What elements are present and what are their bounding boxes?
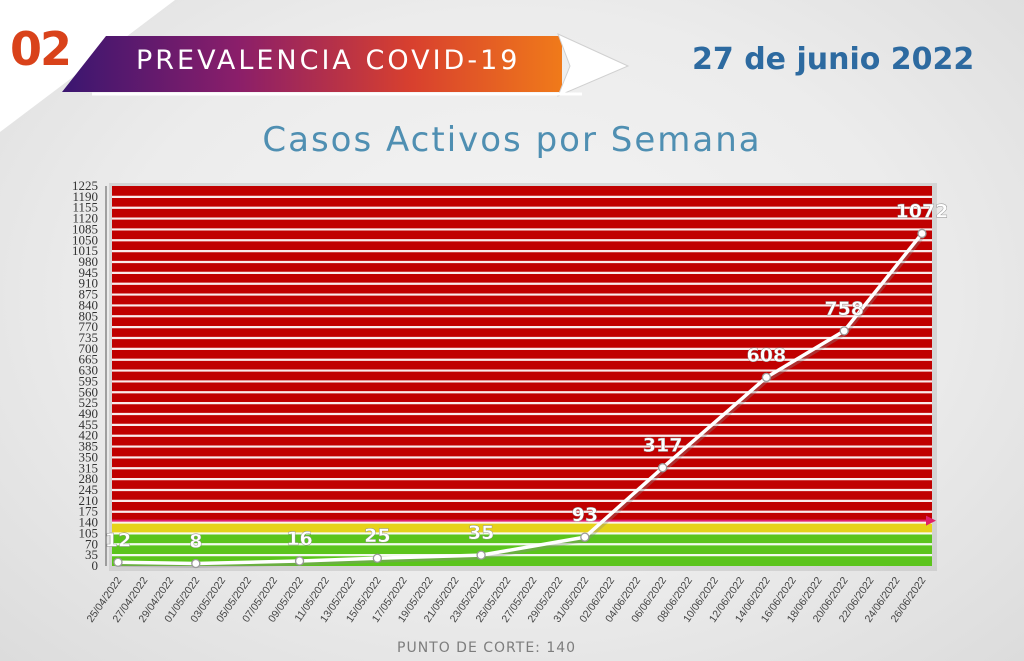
y-tick-label: 1015 <box>72 243 98 258</box>
title-banner <box>62 30 632 100</box>
y-tick-label: 1050 <box>72 232 98 247</box>
banner-arrow-shape <box>62 33 630 97</box>
data-point <box>580 532 590 542</box>
y-tick-label: 875 <box>79 287 99 302</box>
data-label: 12 <box>105 529 131 551</box>
zone-red <box>112 186 932 523</box>
data-point <box>657 463 668 473</box>
data-point <box>294 556 305 566</box>
data-label: 16 <box>286 528 312 550</box>
data-point <box>113 557 123 567</box>
y-tick-label: 455 <box>79 417 99 432</box>
cutoff-label: PUNTO DE CORTE: 140 <box>397 640 577 656</box>
y-tick-label: 1120 <box>72 211 98 226</box>
data-label: 1072 <box>896 200 949 222</box>
data-point <box>372 553 383 563</box>
y-tick-label: 595 <box>79 373 99 388</box>
section-number: 02 <box>10 22 72 76</box>
report-date: 27 de junio 2022 <box>692 42 975 77</box>
data-point <box>761 372 772 383</box>
y-tick-label: 280 <box>79 471 99 486</box>
y-tick-label: 315 <box>79 460 99 475</box>
data-label: 8 <box>189 531 202 553</box>
y-tick-label: 700 <box>79 341 99 356</box>
data-label: 317 <box>643 435 683 457</box>
y-tick-label: 665 <box>79 352 99 367</box>
y-tick-label: 105 <box>79 525 99 540</box>
series-line-shadow <box>118 233 925 569</box>
data-label: 608 <box>747 344 787 366</box>
y-tick-label: 630 <box>79 363 99 378</box>
y-tick-label: 525 <box>79 395 99 410</box>
cutoff-arrowhead <box>926 515 936 526</box>
y-tick-label: 1085 <box>72 221 98 236</box>
data-point <box>191 558 201 569</box>
y-tick-label: 350 <box>79 449 99 464</box>
y-tick-label: 560 <box>79 384 99 399</box>
y-tick-label: 0 <box>92 558 99 573</box>
y-tick-label: 490 <box>79 406 99 421</box>
y-tick-label: 245 <box>79 482 99 497</box>
y-tick-label: 385 <box>79 439 99 454</box>
data-label: 758 <box>824 298 864 320</box>
series-line <box>117 232 924 566</box>
data-point <box>839 326 849 336</box>
y-tick-label: 805 <box>79 308 99 323</box>
y-tick-label: 210 <box>79 493 99 508</box>
zone-yellow <box>112 522 932 534</box>
y-tick-label: 140 <box>79 515 99 530</box>
y-tick-label: 735 <box>79 330 99 345</box>
y-tick-label: 35 <box>85 547 98 562</box>
y-tick-label: 770 <box>79 319 99 334</box>
data-point <box>476 550 486 560</box>
y-tick-label: 980 <box>79 254 99 269</box>
y-tick-label: 910 <box>79 276 99 291</box>
y-tick-label: 175 <box>79 504 99 519</box>
data-label: 25 <box>364 525 390 547</box>
banner-title: PREVALENCIA COVID-19 <box>136 45 521 76</box>
chart-title: Casos Activos por Semana <box>262 120 762 160</box>
y-tick-label: 1225 <box>72 178 98 193</box>
y-tick-label: 420 <box>79 428 99 443</box>
y-tick-label: 1190 <box>72 189 98 204</box>
y-tick-label: 945 <box>79 265 99 280</box>
y-tick-label: 70 <box>85 536 98 551</box>
y-tick-label: 840 <box>79 297 99 312</box>
y-tick-label: 1155 <box>72 200 98 215</box>
data-label: 93 <box>572 504 598 526</box>
data-label: 35 <box>468 522 494 544</box>
data-point <box>917 228 927 239</box>
